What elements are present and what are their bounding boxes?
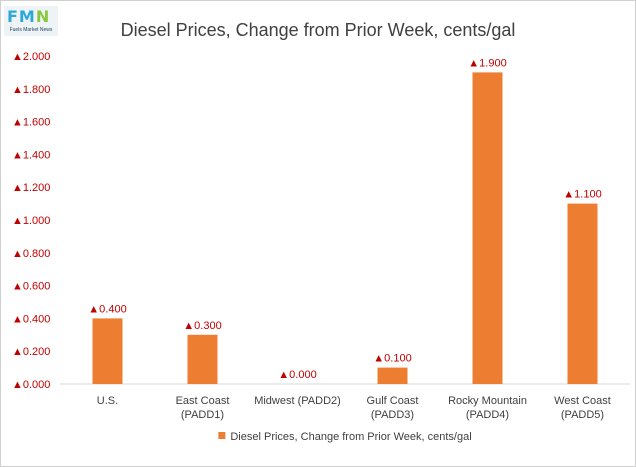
legend: Diesel Prices, Change from Prior Week, c… [218,431,472,443]
data-label: ▲0.100 [373,353,411,365]
y-tick-label: ▲0.400 [12,313,50,325]
y-axis-ticks: ▲0.000 ▲0.200 ▲0.400 ▲0.600 ▲0.800 ▲1.000 ▲1.2… [12,51,50,391]
data-labels: ▲0.400 ▲0.300 ▲0.000 ▲0.100 ▲1.900 ▲1.100 [88,57,601,381]
bar [567,203,598,384]
x-tick-label: East Coast (PADD1) [176,395,230,421]
x-tick-label: Rocky Mountain (PADD4) [448,395,527,421]
legend-label: Diesel Prices, Change from Prior Week, c… [230,431,471,443]
chart-title: Diesel Prices, Change from Prior Week, c… [121,20,516,40]
bar [377,367,408,384]
y-tick-label: ▲1.400 [12,149,50,161]
y-tick-label: ▲0.000 [12,379,50,391]
x-tick-label: Midwest (PADD2) [254,395,341,407]
y-tick-label: ▲1.200 [12,182,50,194]
y-tick-label: ▲0.800 [12,248,50,260]
bar [92,318,123,384]
y-tick-label: ▲1.000 [12,215,50,227]
bar [472,72,503,385]
y-tick-label: ▲1.800 [12,84,50,96]
fuels-market-news-logo: FMN Fuels Market News [4,6,58,36]
x-tick-label: West Coast (PADD5) [554,395,611,421]
data-label: ▲0.000 [278,369,316,381]
data-label: ▲1.100 [563,189,601,201]
logo-mark: FMN [7,7,51,26]
y-tick-label: ▲1.600 [12,117,50,129]
data-label: ▲1.900 [468,57,506,69]
bar [187,334,218,384]
y-tick-label: ▲0.200 [12,346,50,358]
logo-tagline: Fuels Market News [9,27,53,33]
x-tick-label: U.S. [97,395,118,407]
bars [92,72,598,385]
data-label: ▲0.400 [88,303,126,315]
x-tick-label: Gulf Coast (PADD3) [367,395,419,421]
y-tick-label: ▲2.000 [12,51,50,63]
legend-swatch [218,432,226,439]
x-axis-ticks: U.S. East Coast (PADD1) Midwest (PADD2) Gulf… [97,395,611,421]
y-tick-label: ▲0.600 [12,281,50,293]
data-label: ▲0.300 [183,320,221,332]
